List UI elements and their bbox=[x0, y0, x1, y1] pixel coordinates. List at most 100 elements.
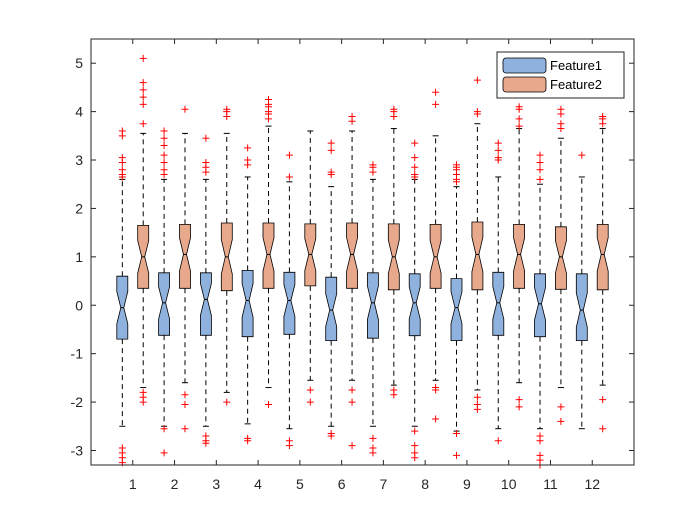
y-tick-label: 5 bbox=[75, 55, 83, 71]
outlier-point bbox=[139, 54, 147, 62]
outlier-point bbox=[599, 425, 607, 433]
outlier-point bbox=[160, 158, 168, 166]
box-body bbox=[575, 273, 588, 342]
outlier-point bbox=[432, 88, 440, 96]
plot-area bbox=[91, 39, 634, 465]
outlier-point bbox=[432, 415, 440, 423]
x-tick-label: 9 bbox=[463, 476, 471, 492]
outlier-point bbox=[473, 405, 481, 413]
box-group bbox=[137, 54, 150, 406]
box-body bbox=[346, 222, 359, 289]
outlier-point bbox=[306, 398, 314, 406]
x-tick-label: 11 bbox=[543, 476, 558, 492]
outlier-point bbox=[327, 139, 335, 147]
box-group bbox=[241, 144, 254, 445]
x-tick-label: 12 bbox=[584, 476, 600, 492]
outlier-point bbox=[599, 396, 607, 404]
box-group bbox=[575, 151, 588, 430]
outlier-point bbox=[390, 105, 398, 113]
legend-label: Feature2 bbox=[550, 77, 602, 92]
outlier-point bbox=[473, 108, 481, 116]
outlier-point bbox=[160, 449, 168, 457]
outlier-point bbox=[118, 166, 126, 174]
box-group bbox=[283, 151, 296, 450]
box-body bbox=[199, 272, 212, 336]
box-group bbox=[408, 139, 421, 462]
outlier-point bbox=[285, 173, 293, 181]
y-tick-label: 1 bbox=[75, 249, 83, 265]
box-group bbox=[325, 139, 338, 440]
y-tick-label: 4 bbox=[75, 104, 83, 120]
outlier-point bbox=[452, 451, 460, 459]
outlier-point bbox=[515, 115, 523, 123]
outlier-point bbox=[390, 391, 398, 399]
outlier-point bbox=[536, 158, 544, 166]
y-tick-label: -3 bbox=[71, 442, 84, 458]
box-group bbox=[179, 105, 191, 433]
outlier-point bbox=[139, 86, 147, 94]
outlier-point bbox=[348, 398, 356, 406]
outlier-point bbox=[160, 166, 168, 174]
box-body bbox=[471, 221, 484, 291]
box-group bbox=[471, 76, 484, 413]
outlier-point bbox=[369, 449, 377, 457]
box-body bbox=[513, 223, 525, 289]
outlier-point bbox=[411, 154, 419, 162]
outlier-point bbox=[432, 100, 440, 108]
legend-swatch bbox=[502, 57, 547, 74]
outlier-point bbox=[265, 96, 273, 104]
outlier-point bbox=[160, 425, 168, 433]
outlier-point bbox=[223, 398, 231, 406]
box-body bbox=[596, 223, 609, 291]
y-tick-label: -2 bbox=[71, 394, 84, 410]
box-group bbox=[116, 127, 129, 467]
y-tick-label: 0 bbox=[75, 297, 83, 313]
outlier-point bbox=[432, 386, 440, 394]
outlier-point bbox=[515, 403, 523, 411]
box-group bbox=[262, 96, 275, 408]
axes-frame bbox=[90, 38, 635, 466]
box-group bbox=[513, 103, 525, 411]
outlier-point bbox=[327, 432, 335, 440]
outlier-point bbox=[139, 120, 147, 128]
outlier-point bbox=[160, 151, 168, 159]
outlier-point bbox=[515, 122, 523, 130]
outlier-point bbox=[494, 154, 502, 162]
outlier-point bbox=[285, 151, 293, 159]
outlier-point bbox=[557, 105, 565, 113]
outlier-point bbox=[160, 134, 168, 142]
outlier-point bbox=[202, 439, 210, 447]
box-group bbox=[199, 134, 212, 447]
outlier-point bbox=[494, 139, 502, 147]
box-body bbox=[262, 222, 275, 289]
boxes-layer bbox=[116, 54, 609, 469]
box-body bbox=[492, 271, 505, 336]
outlier-point bbox=[327, 146, 335, 154]
outlier-point bbox=[118, 154, 126, 162]
x-tick-label: 5 bbox=[296, 476, 304, 492]
x-tick-label: 2 bbox=[171, 476, 179, 492]
outlier-point bbox=[244, 144, 252, 152]
outlier-point bbox=[411, 171, 419, 179]
box-body bbox=[179, 223, 191, 289]
outlier-point bbox=[411, 139, 419, 147]
outlier-point bbox=[348, 386, 356, 394]
y-tick-label: 2 bbox=[75, 200, 83, 216]
outlier-point bbox=[578, 151, 586, 159]
box-group bbox=[346, 112, 359, 450]
box-body bbox=[283, 271, 296, 335]
box-group bbox=[492, 139, 505, 445]
outlier-point bbox=[536, 437, 544, 445]
box-body bbox=[366, 272, 379, 339]
outlier-point bbox=[473, 76, 481, 84]
outlier-point bbox=[118, 127, 126, 135]
outlier-point bbox=[244, 437, 252, 445]
outlier-point bbox=[557, 403, 565, 411]
outlier-point bbox=[327, 168, 335, 176]
outlier-point bbox=[369, 434, 377, 442]
y-tick-label: 3 bbox=[75, 152, 83, 168]
outlier-point bbox=[557, 120, 565, 128]
outlier-point bbox=[536, 166, 544, 174]
outlier-point bbox=[411, 427, 419, 435]
box-group bbox=[555, 105, 567, 425]
